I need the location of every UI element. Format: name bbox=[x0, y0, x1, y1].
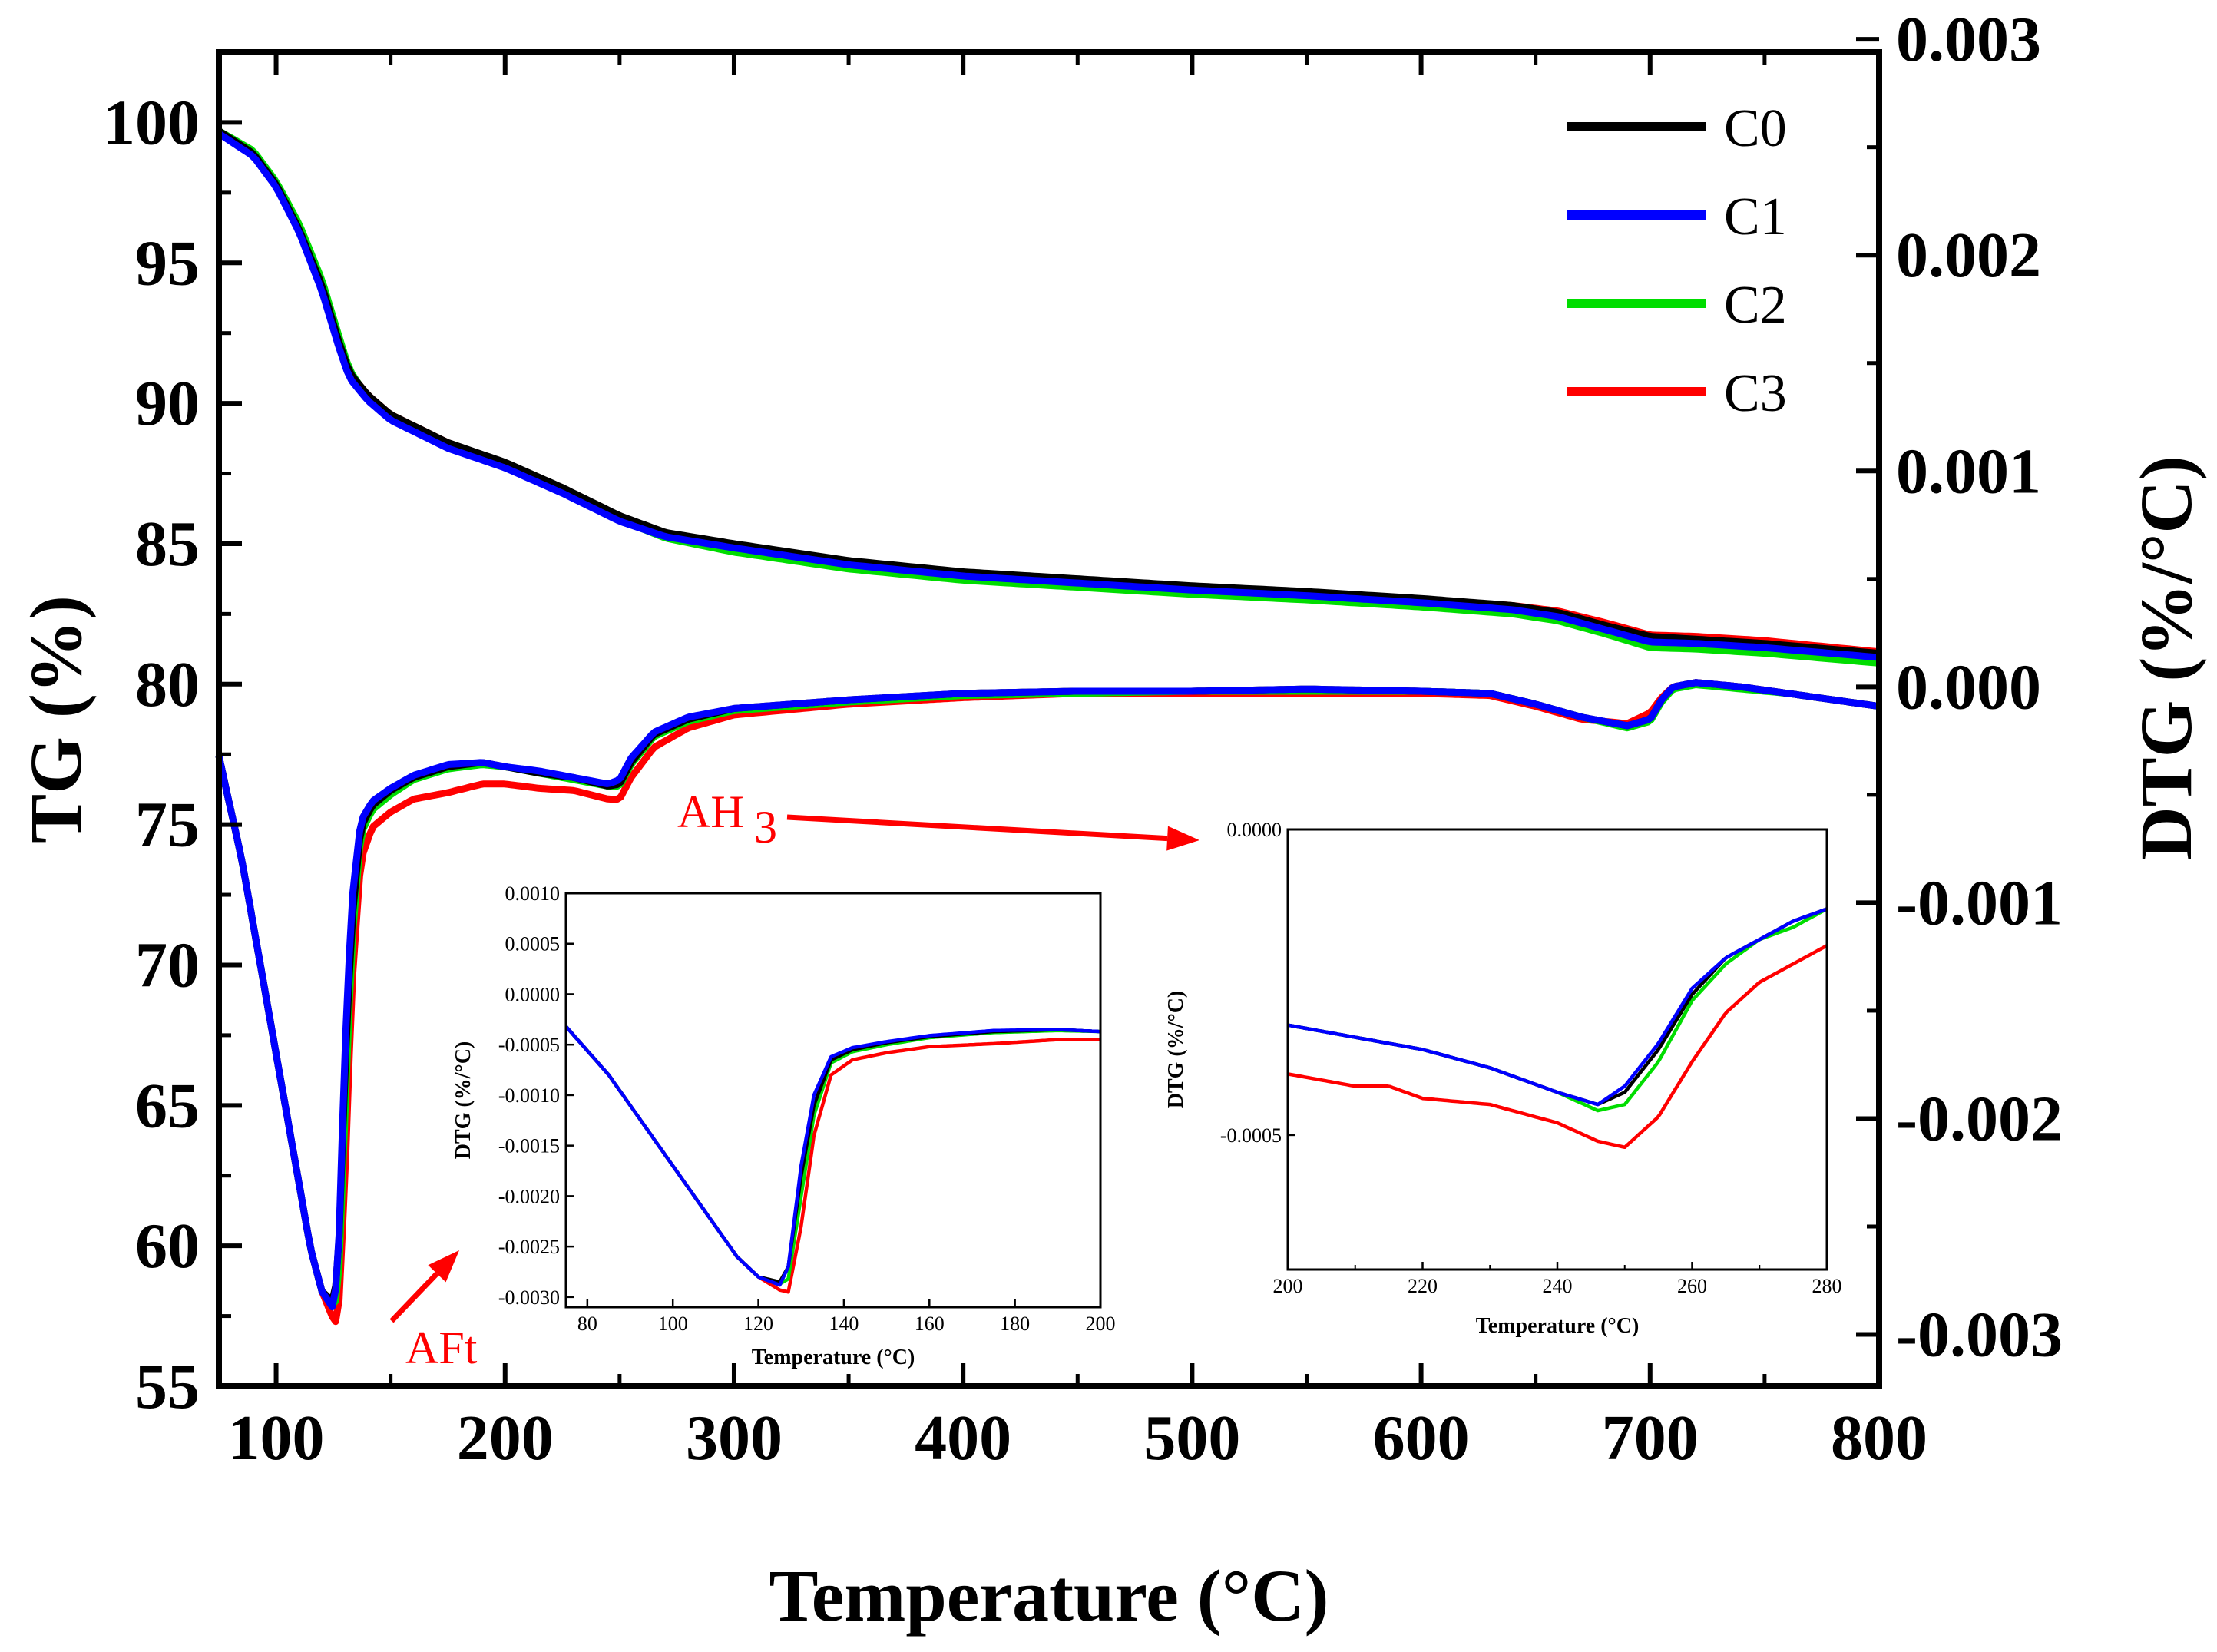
legend: C0 C1 C2 C3 bbox=[1567, 99, 1787, 423]
aft-arrow-shaft bbox=[389, 1271, 439, 1323]
inset-1-frame bbox=[564, 892, 1102, 1309]
inset-1-y-tick-label: -0.0015 bbox=[498, 1135, 560, 1157]
inset-1-x-tick-label: 100 bbox=[658, 1313, 688, 1335]
aft-label: AFt bbox=[405, 1323, 478, 1373]
y-tick-label: 55 bbox=[135, 1351, 200, 1422]
legend-label-C1: C1 bbox=[1724, 187, 1787, 247]
inset-2-y-title: DTG (%/°C) bbox=[1164, 991, 1188, 1109]
x-axis-title: Temperature (°C) bbox=[769, 1554, 1329, 1637]
y-tick-label: 80 bbox=[135, 649, 200, 720]
inset-1-x-tick-label: 200 bbox=[1086, 1313, 1116, 1335]
inset-1-y-tick-label: -0.0030 bbox=[498, 1286, 560, 1309]
y-tick-label: 65 bbox=[135, 1070, 200, 1141]
y-axis-title: TG (%) bbox=[15, 595, 97, 843]
inset-1-y-tick-label: 0.0000 bbox=[505, 983, 561, 1005]
inset-1-y-tick-label: 0.0005 bbox=[505, 933, 561, 955]
inset-2-x-tick-label: 280 bbox=[1812, 1275, 1842, 1297]
y-tick-label: 85 bbox=[135, 508, 200, 580]
legend-label-C3: C3 bbox=[1724, 364, 1787, 423]
ah3-arrow-head bbox=[1166, 826, 1199, 851]
inset-1-curves bbox=[566, 1025, 1100, 1294]
inset-1-x-tick-label: 120 bbox=[743, 1313, 773, 1335]
aft-arrow-head bbox=[428, 1250, 459, 1283]
inset-1-y-tick-label: 0.0010 bbox=[505, 882, 561, 905]
tg-line-C1 bbox=[217, 131, 1878, 661]
x-tick-label: 300 bbox=[686, 1402, 783, 1474]
y2-tick-label: 0.002 bbox=[1896, 220, 2041, 291]
y-tick-label: 70 bbox=[135, 929, 200, 1001]
inset-1-x-tick-label: 140 bbox=[829, 1313, 859, 1335]
x-tick-label: 200 bbox=[457, 1402, 554, 1474]
plot-frame bbox=[216, 49, 1882, 1389]
inset-2-background bbox=[1288, 829, 1827, 1270]
inset-2-x-tick-label: 200 bbox=[1273, 1275, 1303, 1297]
inset-1-x-title: Temperature (°C) bbox=[752, 1346, 915, 1369]
inset-1-y-tick-label: -0.0010 bbox=[498, 1084, 560, 1107]
x-tick-label: 700 bbox=[1602, 1402, 1699, 1474]
inset-1-x-tick-label: 160 bbox=[915, 1313, 945, 1335]
y2-tick-label: 0.001 bbox=[1896, 435, 2041, 507]
inset-2-x-tick-label: 260 bbox=[1677, 1275, 1707, 1297]
inset-2: 200 220 240 260 280 0.0000 -0.0005 Temperature … bbox=[1164, 819, 1842, 1338]
tg-line-C0 bbox=[217, 127, 1878, 657]
x-tick-label: 500 bbox=[1143, 1402, 1240, 1474]
y2-tick-label: 0.003 bbox=[1896, 4, 2041, 75]
ah3-label: AH bbox=[677, 786, 744, 837]
dtg-line-C1 bbox=[215, 679, 1879, 1311]
inset-1-line-C1 bbox=[566, 1025, 1100, 1287]
inset-2-x-tick-label: 220 bbox=[1408, 1275, 1438, 1297]
y2-tick-label: -0.003 bbox=[1896, 1299, 2063, 1371]
inset-1-y-tick-label: -0.0020 bbox=[498, 1185, 560, 1207]
y2-axis-title: DTG (%/°C) bbox=[2125, 455, 2207, 859]
y2-tick-label: -0.002 bbox=[1896, 1083, 2063, 1154]
y2-tick-label: -0.001 bbox=[1896, 867, 2063, 939]
inset-2-y-tick-label: 0.0000 bbox=[1227, 819, 1282, 841]
inset-2-x-tick-label: 240 bbox=[1543, 1275, 1573, 1297]
x-tick-label: 600 bbox=[1373, 1402, 1470, 1474]
inset-2-y-tick-label: -0.0005 bbox=[1220, 1124, 1282, 1147]
legend-label-C0: C0 bbox=[1724, 99, 1787, 158]
inset-1-x-tick-label: 180 bbox=[1000, 1313, 1030, 1335]
y-tick-label: 75 bbox=[135, 790, 200, 861]
y-tick-label: 100 bbox=[103, 87, 200, 158]
inset-2-line-C1 bbox=[1287, 907, 1828, 1107]
y-tick-label: 95 bbox=[135, 227, 200, 299]
main-curves bbox=[215, 127, 1879, 1326]
ah3-subscript: 3 bbox=[754, 802, 777, 852]
inset-2-line-C3 bbox=[1287, 944, 1828, 1150]
y2-tick-label: 0.000 bbox=[1896, 651, 2041, 723]
x-tick-label: 400 bbox=[915, 1402, 1011, 1474]
legend-label-C2: C2 bbox=[1724, 276, 1787, 335]
inset-1-background bbox=[566, 893, 1100, 1307]
main-axes: 100 200 300 400 500 600 700 800 55 60 65 70 75 80 85 90… bbox=[15, 4, 2207, 1637]
x-tick-label: 800 bbox=[1831, 1402, 1927, 1474]
inset-1-y-tick-label: -0.0005 bbox=[498, 1034, 560, 1056]
inset-1: 80 100 120 140 160 180 200 0.0010 0.0005 0.0000 -0… bbox=[452, 882, 1116, 1369]
inset-1-y-tick-label: -0.0025 bbox=[498, 1236, 560, 1258]
annotations: AFt AH 3 bbox=[389, 786, 1199, 1373]
x-tick-label: 100 bbox=[228, 1402, 325, 1474]
y-tick-label: 90 bbox=[135, 368, 200, 439]
y-tick-label: 60 bbox=[135, 1210, 200, 1282]
inset-1-y-title: DTG (%/°C) bbox=[452, 1041, 475, 1160]
inset-2-x-title: Temperature (°C) bbox=[1476, 1314, 1640, 1338]
inset-1-x-tick-label: 80 bbox=[577, 1313, 597, 1335]
ah3-arrow-shaft bbox=[786, 814, 1168, 842]
